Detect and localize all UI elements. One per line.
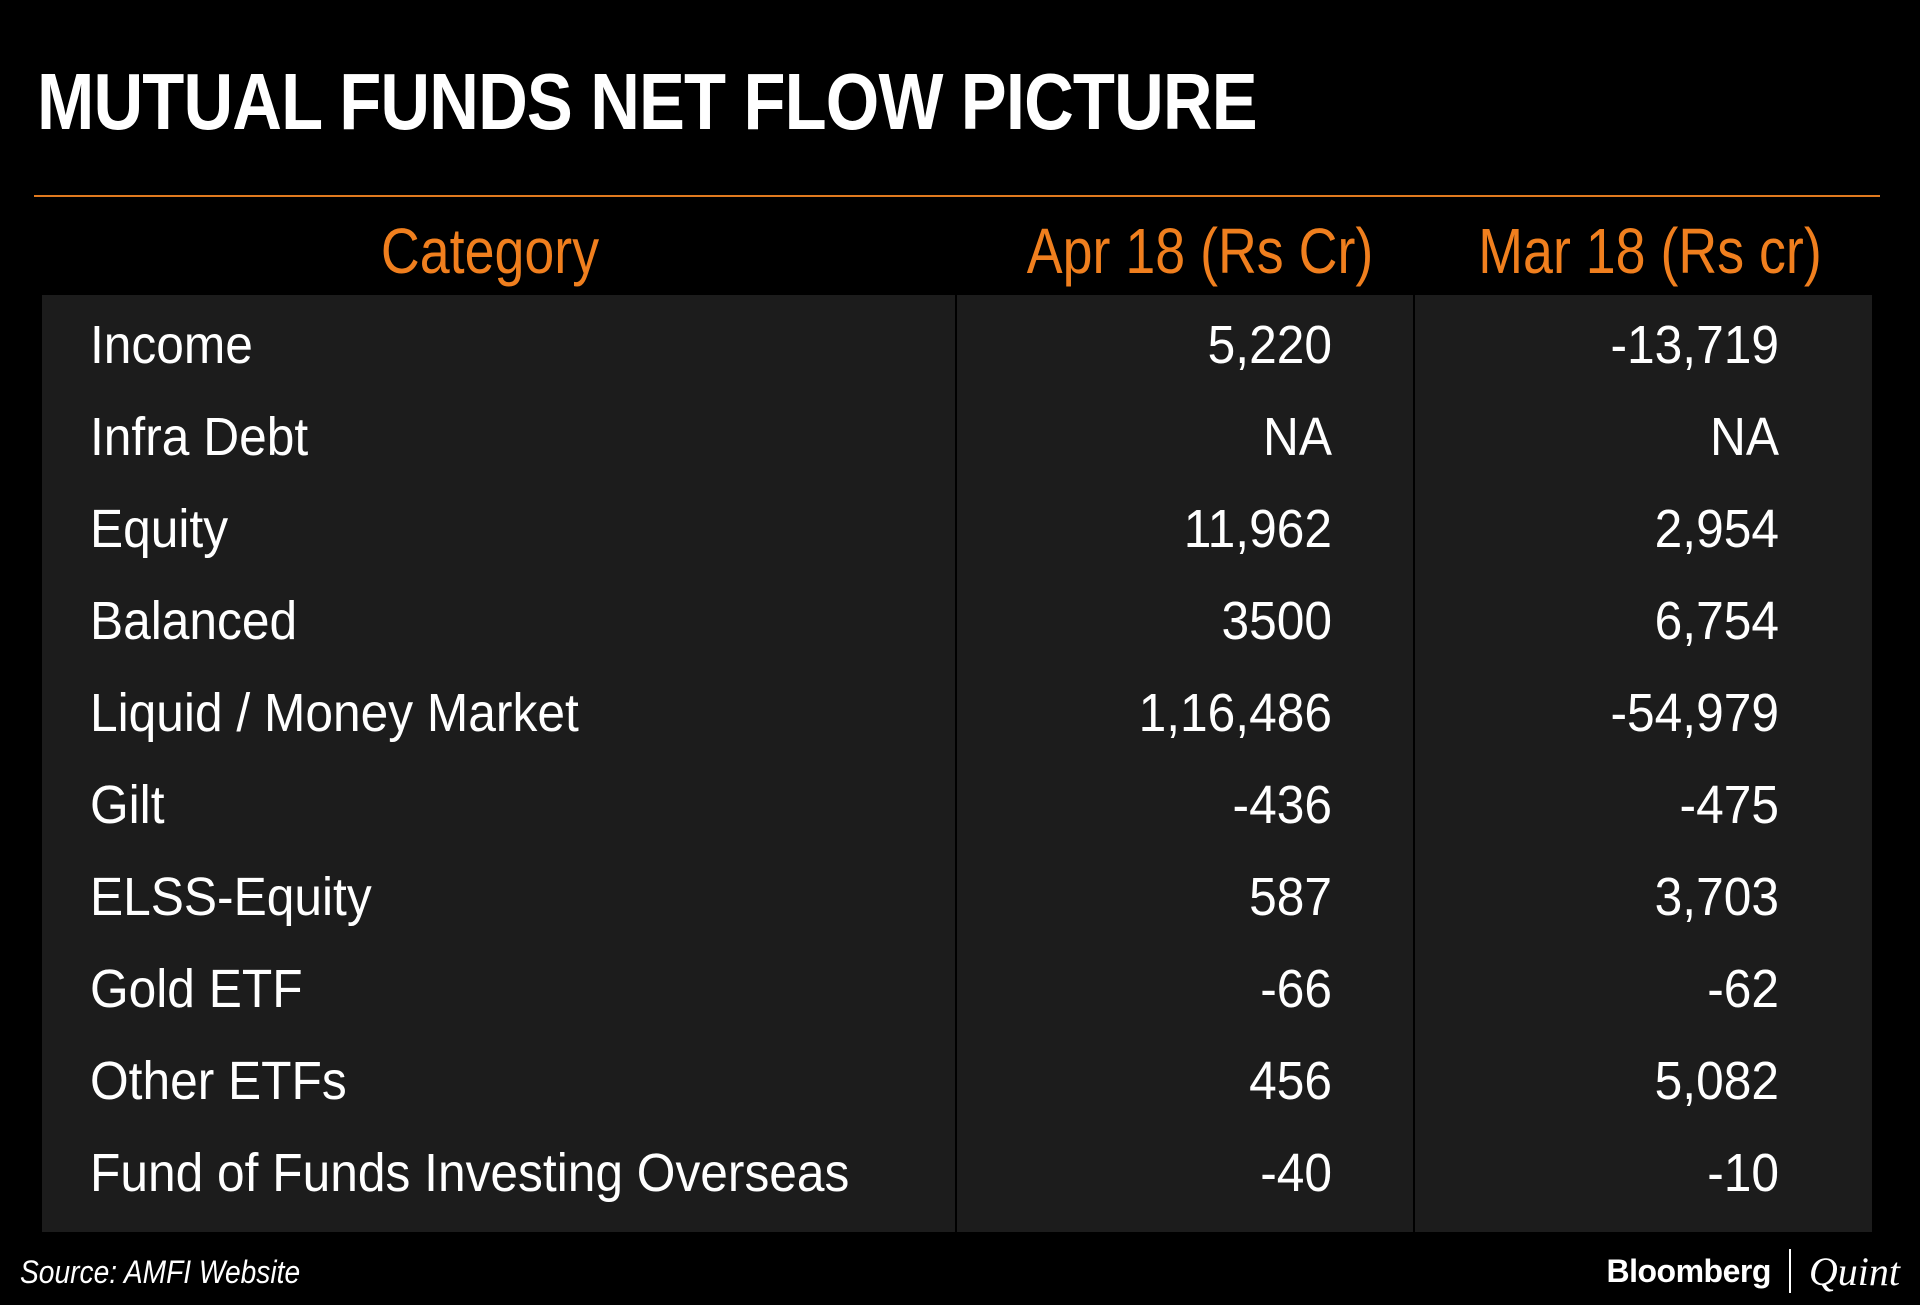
cell-category: Gold ETF [90,959,303,1019]
cell-apr-18: -436 [1232,775,1332,835]
table-row: Fund of Funds Investing Overseas -40 -10 [42,1127,1872,1219]
table-header: Category Apr 18 (Rs Cr) Mar 18 (Rs cr) [0,208,1920,294]
table-row: Liquid / Money Market 1,16,486 -54,979 [42,667,1872,759]
cell-mar-18: -13,719 [1610,315,1779,375]
cell-category: Gilt [90,775,165,835]
cell-category: Fund of Funds Investing Overseas [90,1143,850,1203]
table-body: Income 5,220 -13,719 Infra Debt NA NA Equity 11… [42,295,1872,1232]
title-divider [34,195,1880,197]
header-mar-18: Mar 18 (Rs cr) [1478,215,1822,287]
table-row: Balanced 3500 6,754 [42,575,1872,667]
table-row: Gilt -436 -475 [42,759,1872,851]
cell-mar-18: 6,754 [1654,591,1779,651]
cell-apr-18: 3500 [1221,591,1332,651]
cell-mar-18: -10 [1707,1143,1779,1203]
cell-apr-18: 11,962 [1183,499,1332,559]
cell-apr-18: 587 [1249,867,1332,927]
table-row: Gold ETF -66 -62 [42,943,1872,1035]
cell-category: Other ETFs [90,1051,347,1111]
table-row: Income 5,220 -13,719 [42,299,1872,391]
cell-apr-18: 456 [1249,1051,1332,1111]
table-row: ELSS-Equity 587 3,703 [42,851,1872,943]
table-row: Other ETFs 456 5,082 [42,1035,1872,1127]
cell-apr-18: NA [1262,407,1332,467]
chart-title: MUTUAL FUNDS NET FLOW PICTURE [37,57,1258,146]
table-row: Infra Debt NA NA [42,391,1872,483]
cell-mar-18: 2,954 [1654,499,1779,559]
cell-category: Equity [90,499,229,559]
cell-apr-18: 1,16,486 [1138,683,1332,743]
cell-category: Infra Debt [90,407,309,467]
brand-sub: Quint [1808,1248,1900,1294]
cell-mar-18: NA [1709,407,1779,467]
brand-logo: Bloomberg Quint [1606,1246,1900,1296]
source-note: Source: AMFI Website [20,1254,301,1290]
brand-separator [1788,1249,1791,1293]
cell-apr-18: -40 [1260,1143,1332,1203]
header-apr-18: Apr 18 (Rs Cr) [1026,215,1374,287]
cell-mar-18: 5,082 [1654,1051,1779,1111]
header-category: Category [380,215,600,287]
cell-apr-18: 5,220 [1207,315,1332,375]
brand-name: Bloomberg [1606,1252,1771,1289]
cell-category: Balanced [90,591,298,651]
cell-mar-18: -62 [1707,959,1779,1019]
column-divider [955,295,957,1232]
column-divider [1413,295,1415,1232]
table-row: Equity 11,962 2,954 [42,483,1872,575]
cell-mar-18: 3,703 [1654,867,1779,927]
cell-category: Income [90,315,253,375]
cell-category: ELSS-Equity [90,867,372,927]
cell-apr-18: -66 [1260,959,1332,1019]
cell-mar-18: -54,979 [1610,683,1779,743]
cell-category: Liquid / Money Market [90,683,579,743]
cell-mar-18: -475 [1679,775,1779,835]
